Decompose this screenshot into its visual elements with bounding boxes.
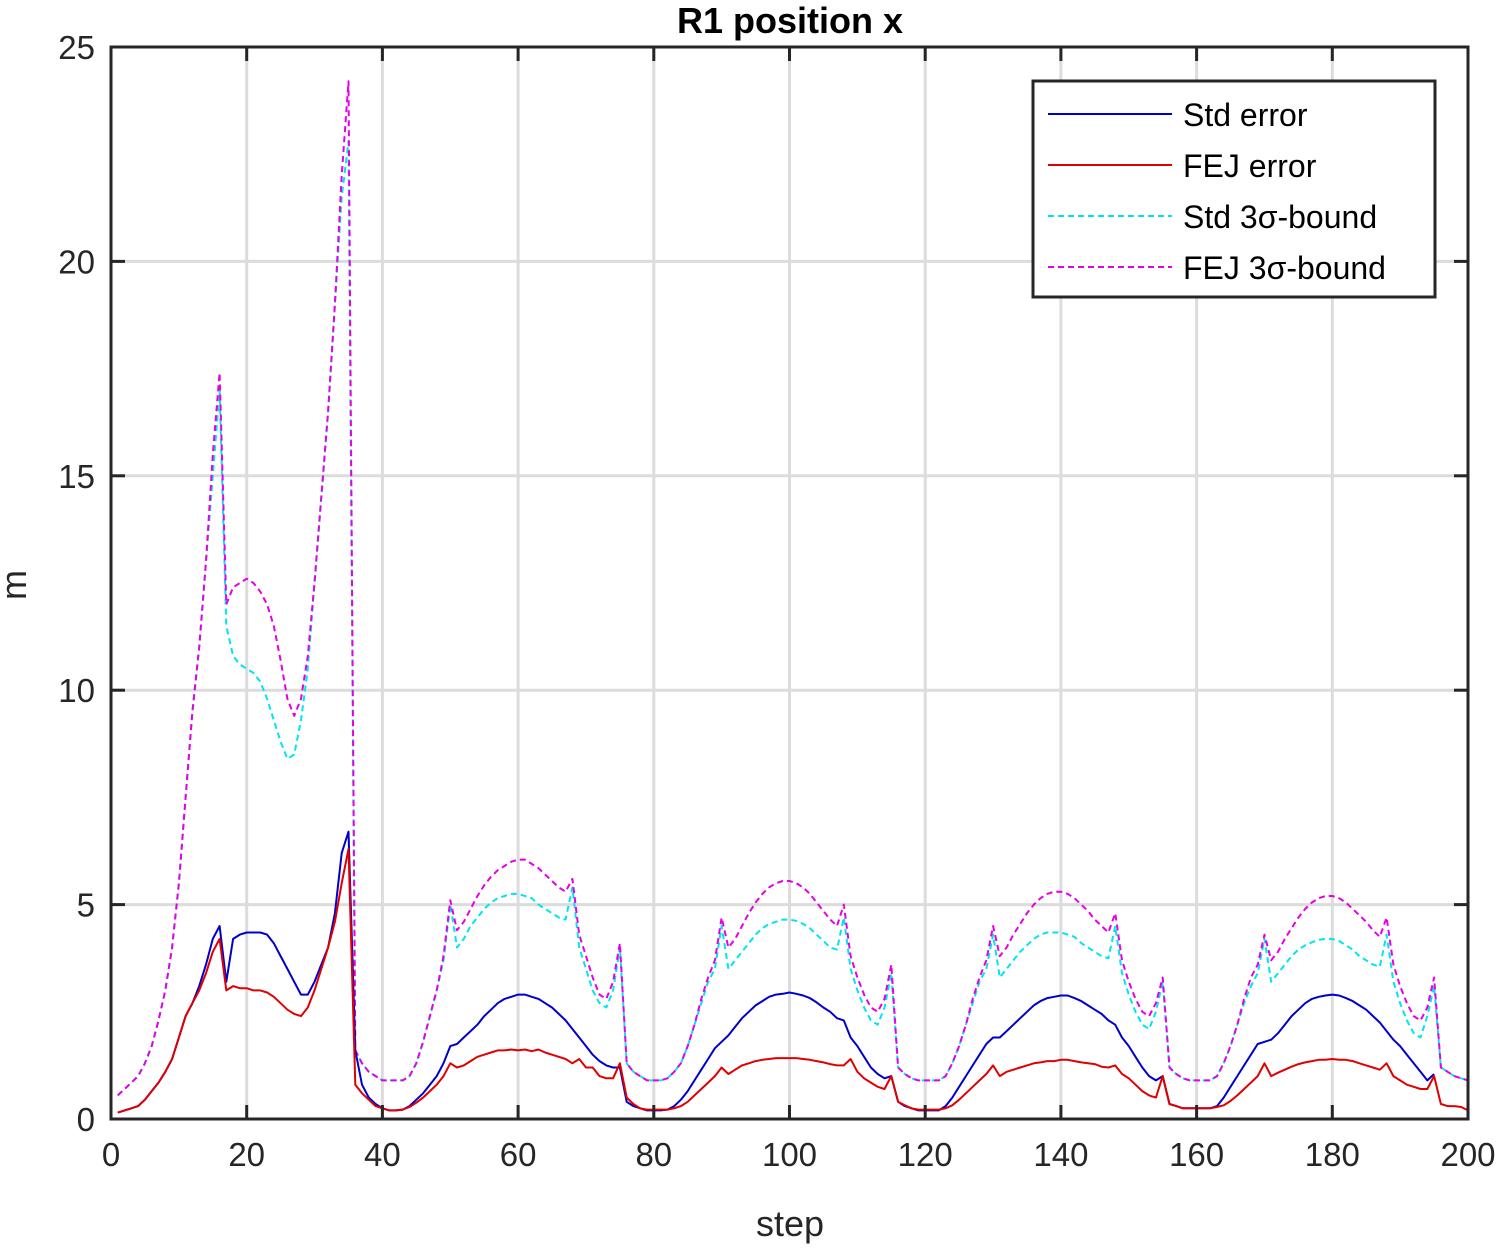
legend: Std error FEJ error Std 3σ-bound FEJ 3σ-… bbox=[1031, 79, 1437, 299]
x-tick-label: 20 bbox=[228, 1136, 265, 1173]
tick-labels: 0 20 40 60 80 100 120 140 160 180 200 0 5 10 15 20 25 bbox=[58, 29, 1495, 1173]
y-tick-label: 15 bbox=[58, 458, 95, 495]
series-line-2 bbox=[117, 140, 1469, 1097]
x-tick-label: 180 bbox=[1305, 1136, 1360, 1173]
x-tick-label: 140 bbox=[1033, 1136, 1088, 1173]
x-tick-label: 160 bbox=[1169, 1136, 1224, 1173]
x-tick-label: 120 bbox=[898, 1136, 953, 1173]
x-tick-label: 0 bbox=[102, 1136, 120, 1173]
x-tick-label: 100 bbox=[762, 1136, 817, 1173]
y-tick-label: 25 bbox=[58, 29, 95, 66]
y-axis-label: m bbox=[0, 570, 34, 600]
x-tick-label: 40 bbox=[364, 1136, 401, 1173]
x-tick-label: 80 bbox=[635, 1136, 672, 1173]
x-tick-label: 60 bbox=[500, 1136, 537, 1173]
legend-label-fej-bound: FEJ 3σ-bound bbox=[1183, 250, 1386, 286]
series-line-1 bbox=[117, 847, 1469, 1114]
series-line-3 bbox=[117, 80, 1469, 1097]
y-tick-label: 20 bbox=[58, 243, 95, 280]
y-tick-label: 0 bbox=[77, 1101, 95, 1138]
x-axis-label: step bbox=[756, 1203, 824, 1244]
legend-label-std-error: Std error bbox=[1183, 97, 1308, 133]
legend-box bbox=[1031, 79, 1437, 299]
x-tick-label: 200 bbox=[1440, 1136, 1495, 1173]
axis-ticks bbox=[109, 45, 1470, 1121]
legend-label-std-bound: Std 3σ-bound bbox=[1183, 199, 1377, 235]
y-tick-label: 5 bbox=[77, 887, 95, 924]
series-lines bbox=[117, 80, 1469, 1114]
chart-title: R1 position x bbox=[677, 0, 903, 41]
y-tick-label: 10 bbox=[58, 672, 95, 709]
legend-label-fej-error: FEJ error bbox=[1183, 148, 1317, 184]
